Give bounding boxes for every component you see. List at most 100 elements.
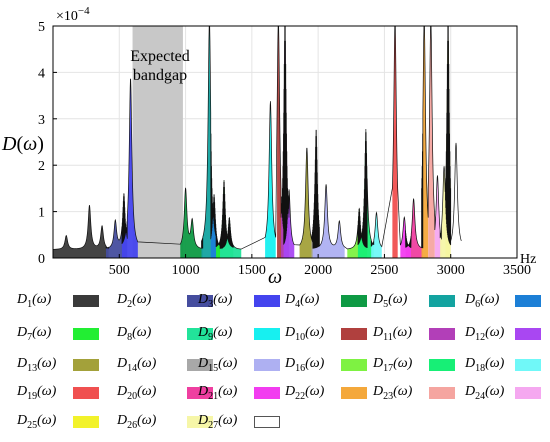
y-tick-label: 1 (38, 206, 45, 221)
legend-label: D5(ω) (373, 292, 408, 310)
series-area-d15 (312, 184, 345, 258)
legend-label: D9(ω) (198, 325, 233, 343)
legend-item-d24: D24(ω) (465, 384, 541, 402)
legend-label: D4(ω) (285, 292, 320, 310)
legend-swatch (73, 328, 99, 340)
legend-item-d3: D3(ω) (198, 292, 280, 310)
legend-item-d22: D22(ω) (285, 384, 367, 402)
legend-swatch (73, 416, 99, 428)
legend-label: D6(ω) (465, 292, 500, 310)
legend-item-d26: D26(ω) (117, 413, 213, 431)
legend-item-d13: D13(ω) (17, 356, 99, 374)
x-tick-label: 2000 (304, 263, 332, 278)
legend-label: D3(ω) (198, 292, 233, 310)
legend-swatch (429, 295, 455, 307)
legend-swatch (429, 387, 455, 399)
legend-item-d10: D10(ω) (285, 325, 367, 343)
series-area-d13 (299, 148, 313, 258)
bandgap-annotation-line-1: Expected (130, 48, 190, 65)
legend-label: D18(ω) (465, 356, 505, 374)
legend-label: D22(ω) (285, 384, 325, 402)
legend-swatch (254, 387, 280, 399)
legend-swatch (341, 387, 367, 399)
legend-label: D12(ω) (465, 325, 505, 343)
legend-item-d2: D2(ω) (117, 292, 213, 310)
legend-label: D7(ω) (17, 325, 52, 343)
series-area-d27 (450, 142, 462, 258)
legend-label: D17(ω) (373, 356, 413, 374)
legend-label: D8(ω) (117, 325, 152, 343)
legend-item-d23: D23(ω) (373, 384, 455, 402)
legend-item-d21: D21(ω) (198, 384, 280, 402)
series-area-d1 (53, 205, 109, 258)
legend-swatch (341, 359, 367, 371)
legend-swatch (254, 328, 280, 340)
legend-swatch (341, 295, 367, 307)
legend-item-d25: D25(ω) (17, 413, 99, 431)
axis-ticks: 500 1000 1500 2000 2500 3000 3500 0 1 2 3 4 5 (38, 20, 531, 278)
legend-label: D14(ω) (117, 356, 157, 374)
x-tick-label: 1000 (172, 263, 200, 278)
legend-item-d8: D8(ω) (117, 325, 213, 343)
x-tick-label: 500 (109, 263, 130, 278)
legend-label: D27(ω) (198, 413, 238, 431)
series-area-d18 (371, 212, 382, 258)
legend-label: D16(ω) (285, 356, 325, 374)
legend-item-d1: D1(ω) (17, 292, 99, 310)
legend-label: D19(ω) (17, 384, 57, 402)
legend-label: D20(ω) (117, 384, 157, 402)
legend-item-d9: D9(ω) (198, 325, 280, 343)
legend-label: D24(ω) (465, 384, 505, 402)
legend-swatch (515, 328, 541, 340)
legend-item-d17: D17(ω) (373, 356, 455, 374)
legend-swatch (187, 328, 213, 340)
legend-swatch (187, 295, 213, 307)
series-area-d10 (277, 26, 284, 258)
legend-label: D13(ω) (17, 356, 57, 374)
legend-label: D11(ω) (373, 325, 412, 343)
series-area-d9 (265, 101, 276, 258)
legend-item-d7: D7(ω) (17, 325, 99, 343)
legend-swatch (515, 387, 541, 399)
legend-swatch (187, 359, 213, 371)
legend-item-d5: D5(ω) (373, 292, 455, 310)
legend-item-d4: D4(ω) (285, 292, 367, 310)
series-area-d5 (201, 26, 218, 258)
y-tick-label: 5 (38, 20, 45, 35)
y-tick-label: 3 (38, 113, 45, 128)
x-tick-label: 3000 (437, 263, 465, 278)
y-exponent-label: ×10−4 (56, 5, 90, 24)
plot-frame (52, 25, 518, 259)
legend-label: D1(ω) (17, 292, 52, 310)
series-area-d3 (121, 79, 138, 259)
x-tick-label: 3500 (503, 263, 531, 278)
legend-swatch (515, 295, 541, 307)
x-unit-label: Hz (520, 252, 536, 267)
expected-bandgap-region (132, 26, 183, 258)
y-tick-label: 2 (38, 159, 45, 174)
legend-label: D2(ω) (117, 292, 152, 310)
legend-swatch (429, 328, 455, 340)
legend-item-d18: D18(ω) (465, 356, 541, 374)
legend-swatch (187, 416, 213, 428)
legend-item-d12: D12(ω) (465, 325, 541, 343)
series-area-d26 (440, 166, 451, 258)
x-axis-label: ω (268, 266, 282, 288)
legend-label: D15(ω) (198, 356, 238, 374)
legend-item-d6: D6(ω) (465, 292, 541, 310)
legend-item-d11: D11(ω) (373, 325, 455, 343)
legend-item-d14: D14(ω) (117, 356, 213, 374)
x-tick-label: 1500 (238, 263, 266, 278)
legend-swatch (254, 416, 280, 428)
legend-swatch (254, 359, 280, 371)
legend-swatch (187, 387, 213, 399)
legend-item-d20: D20(ω) (117, 384, 213, 402)
legend-swatch (515, 359, 541, 371)
legend-swatch (429, 359, 455, 371)
total-dos-envelope (52, 25, 462, 250)
legend-item-d15: D15(ω) (198, 356, 280, 374)
legend-swatch (73, 387, 99, 399)
legend-swatch (254, 295, 280, 307)
